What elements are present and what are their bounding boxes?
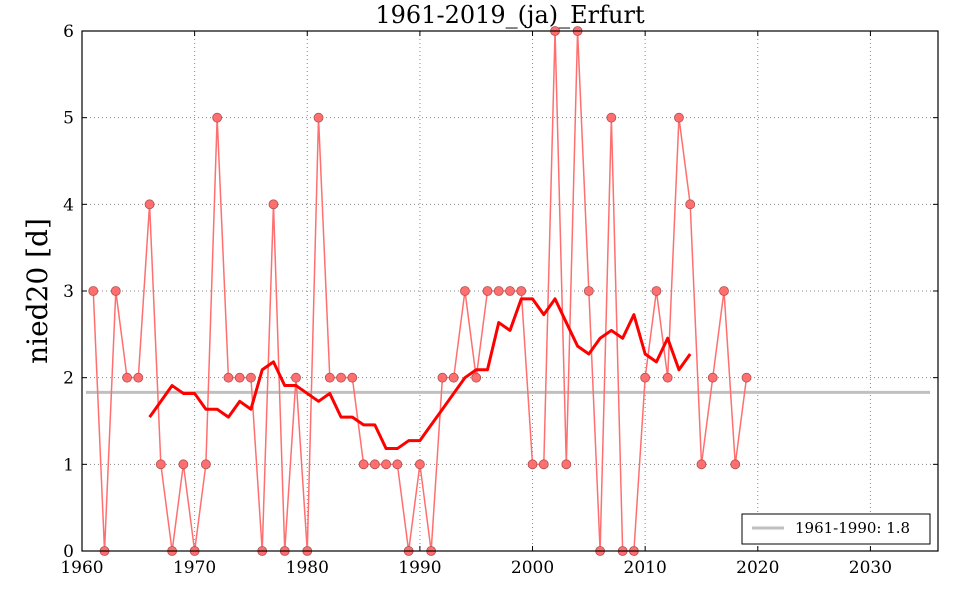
annual-data-point bbox=[144, 199, 155, 210]
x-tick-label: 1990 bbox=[398, 558, 441, 578]
x-tick-label: 2030 bbox=[849, 558, 892, 578]
annual-data-point bbox=[212, 112, 223, 123]
annual-data-point bbox=[685, 199, 696, 210]
series bbox=[88, 26, 752, 556]
annual-data-point bbox=[538, 459, 549, 470]
annual-data-point bbox=[223, 372, 234, 383]
annual-data-point bbox=[493, 286, 504, 296]
annual-data-point bbox=[719, 286, 729, 296]
legend: 1961-1990: 1.8 bbox=[741, 513, 931, 545]
annual-data-point bbox=[505, 286, 515, 296]
annual-data-point bbox=[460, 286, 470, 296]
y-tick-label: 2 bbox=[63, 369, 74, 389]
annual-data-point bbox=[324, 372, 335, 383]
plot-frame bbox=[81, 30, 939, 552]
y-tick-label: 5 bbox=[63, 109, 74, 129]
y-tick-label: 4 bbox=[63, 195, 74, 215]
annual-data-point bbox=[437, 372, 448, 383]
chart-title: 1961-2019_(ja)_Erfurt bbox=[375, 1, 645, 29]
y-axis-label: nied20 [d] bbox=[21, 218, 54, 364]
annual-data-point bbox=[234, 372, 245, 383]
annual-data-point bbox=[414, 459, 425, 470]
annual-data-point bbox=[200, 459, 211, 470]
annual-data-point bbox=[651, 286, 662, 296]
annual-data-point bbox=[561, 459, 572, 470]
annual-data-point bbox=[88, 286, 99, 296]
annual-data-point bbox=[347, 372, 358, 383]
y-tick-label: 6 bbox=[63, 22, 74, 42]
y-tick-label: 0 bbox=[63, 542, 74, 562]
legend-label: 1961-1990: 1.8 bbox=[795, 519, 910, 537]
ticks: 1960 1970 1980 1990 2000 2010 2020 2030 0 1 2 3 4 5 6 bbox=[60, 22, 938, 578]
annual-data-point bbox=[110, 286, 121, 296]
x-tick-label: 2020 bbox=[736, 558, 779, 578]
annual-data-point bbox=[133, 372, 144, 383]
x-tick-label: 1960 bbox=[60, 558, 103, 578]
annual-data-point bbox=[707, 372, 718, 383]
x-tick-label: 2010 bbox=[624, 558, 667, 578]
annual-data-point bbox=[178, 459, 189, 470]
annual-data-point bbox=[640, 372, 651, 383]
annual-data-point bbox=[313, 112, 324, 123]
annual-data-point bbox=[122, 372, 132, 383]
annual-data-point bbox=[606, 112, 617, 123]
annual-data-point bbox=[583, 286, 594, 296]
annual-data-point bbox=[482, 286, 493, 296]
annual-data-point bbox=[471, 372, 482, 383]
annual-data-point bbox=[291, 372, 301, 383]
y-tick-label: 1 bbox=[63, 455, 74, 475]
annual-data-point bbox=[268, 199, 279, 210]
annual-data-point bbox=[246, 372, 256, 383]
annual-data-point bbox=[730, 459, 741, 470]
annual-data-point bbox=[336, 372, 346, 383]
x-tick-label: 1980 bbox=[286, 558, 329, 578]
annual-data-point bbox=[527, 459, 538, 470]
annual-data-point bbox=[381, 459, 392, 470]
annual-data-point bbox=[741, 372, 752, 383]
moving-average-line bbox=[148, 297, 692, 451]
annual-data-point bbox=[155, 459, 166, 470]
annual-data-point bbox=[516, 286, 527, 296]
x-tick-label: 2000 bbox=[511, 558, 554, 578]
y-tick-label: 3 bbox=[63, 282, 74, 302]
annual-data-point bbox=[358, 459, 369, 470]
annual-data-point bbox=[369, 459, 380, 470]
x-tick-label: 1970 bbox=[173, 558, 216, 578]
annual-data-point bbox=[696, 459, 707, 470]
annual-data-point bbox=[662, 372, 673, 383]
annual-data-point bbox=[392, 459, 403, 470]
annual-data-point bbox=[674, 112, 684, 123]
annual-data-point bbox=[448, 372, 459, 383]
